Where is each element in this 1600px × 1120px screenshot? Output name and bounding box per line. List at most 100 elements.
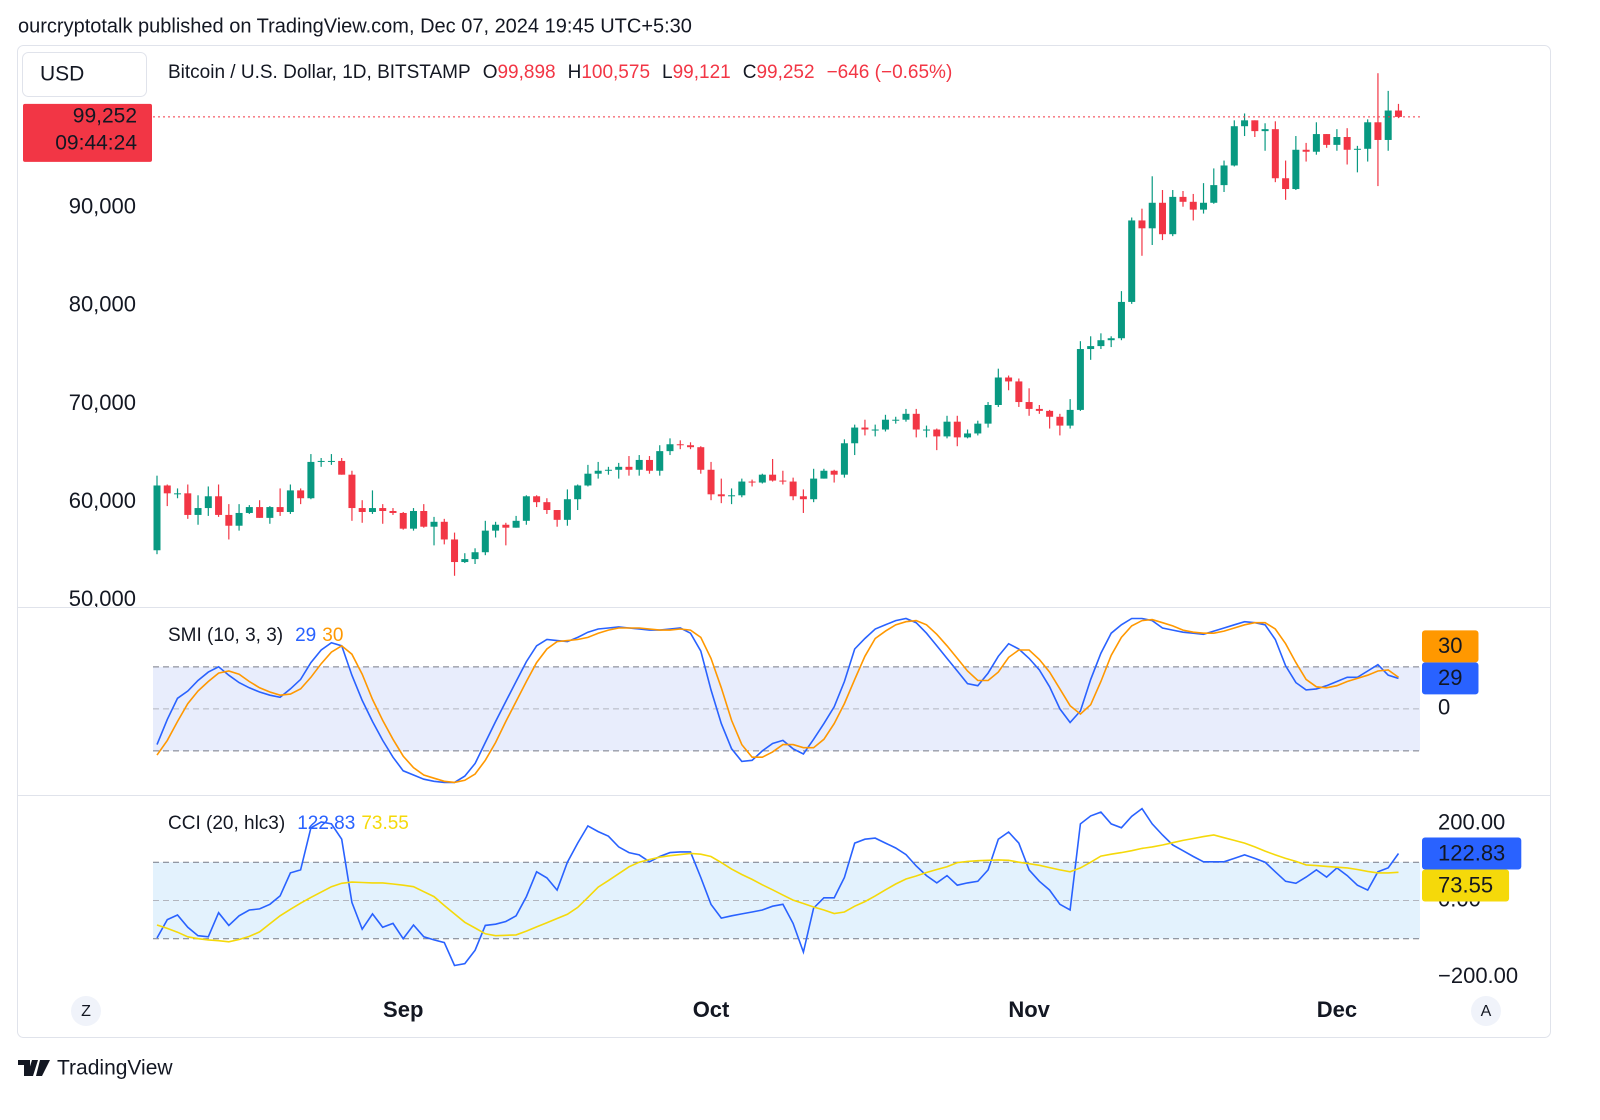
candle-body	[1035, 408, 1043, 411]
candle-body	[1097, 340, 1105, 347]
candle-body	[245, 507, 253, 513]
candle-body	[964, 433, 972, 438]
candle-body	[912, 413, 920, 430]
candle-body	[769, 474, 777, 481]
legend-title: Bitcoin / U.S. Dollar, 1D, BITSTAMP	[168, 62, 471, 83]
candle-body	[368, 508, 376, 512]
candle-body	[881, 419, 889, 430]
candle-body	[184, 493, 192, 515]
candle-body	[1138, 220, 1146, 229]
auto-button[interactable]	[1471, 996, 1501, 1026]
brand-name: TradingView	[57, 1057, 173, 1080]
candle-body	[810, 478, 818, 500]
price-tag	[23, 103, 152, 162]
x-tick-label: Dec	[1317, 997, 1357, 1022]
candle-body	[1066, 409, 1074, 426]
candle-body	[481, 530, 489, 553]
candle-body	[840, 443, 848, 475]
indicator-legend: SMI (10, 3, 3) 29 30	[168, 625, 343, 646]
candle-body	[1394, 110, 1402, 117]
candle-body	[953, 421, 961, 438]
candle-body	[461, 559, 469, 563]
candle-body	[430, 521, 438, 527]
chart-frame	[17, 45, 1551, 1038]
value-tag-label: 122.83	[1438, 840, 1505, 865]
value-tag-label: 73.55	[1438, 872, 1493, 897]
y-tick-label: −200.00	[1438, 963, 1518, 988]
candle-body	[297, 490, 305, 499]
legend-value: 99,252	[756, 62, 814, 83]
candle-body	[615, 466, 623, 470]
candle-body	[574, 485, 582, 500]
candle-body	[389, 511, 397, 513]
currency-label[interactable]: USD	[40, 63, 84, 86]
candle-body	[994, 377, 1002, 405]
scale-button[interactable]	[71, 996, 101, 1026]
candle-body	[943, 421, 951, 437]
auto-button-label[interactable]: A	[1481, 1003, 1492, 1020]
indicator-line	[156, 807, 1400, 967]
candle-body	[871, 429, 879, 431]
x-tick-label: Oct	[693, 997, 730, 1022]
candle-body	[861, 427, 869, 430]
candle-body	[163, 485, 171, 494]
legend-value: 99,121	[673, 62, 731, 83]
x-tick-label: Nov	[1008, 997, 1050, 1022]
candle-body	[758, 474, 766, 483]
candle-body	[215, 496, 223, 515]
candle-body	[625, 466, 633, 470]
price-pane: 50,000 60,000 70,000 80,000 90,000	[69, 73, 1420, 611]
currency-button[interactable]	[22, 52, 147, 97]
candle-body	[399, 512, 407, 529]
candle-body	[1189, 201, 1197, 210]
indicator-value: 29	[295, 625, 316, 646]
candle-body	[563, 499, 571, 520]
candle-body	[1087, 346, 1095, 350]
candle-body	[1241, 120, 1249, 127]
candle-body	[594, 470, 602, 474]
scale-button-label[interactable]: Z	[81, 1003, 91, 1020]
legend-value: 100,575	[581, 62, 650, 83]
candle-body	[451, 539, 459, 563]
candle-body	[256, 507, 264, 518]
candle-body	[307, 461, 315, 499]
legend-prefix: H	[568, 62, 582, 83]
candle-body	[923, 429, 930, 431]
candle-body	[471, 552, 479, 560]
value-tag	[1422, 837, 1522, 870]
candle-body	[543, 502, 551, 511]
candle-body	[204, 496, 212, 509]
candle-body	[1353, 148, 1361, 150]
candle-body	[1158, 202, 1166, 235]
candle-body	[1333, 137, 1341, 145]
overlay: Sep Oct Nov Dec 99,252 09:44:24 Bitcoin / U.S.…	[23, 62, 1522, 1022]
candle-body	[789, 481, 797, 497]
candle-body	[851, 427, 859, 444]
candle-body	[1117, 301, 1125, 339]
candle-body	[358, 508, 366, 512]
indicator-value: 73.55	[361, 813, 409, 834]
candle-body	[820, 470, 828, 479]
candle-body	[697, 447, 705, 470]
candle-body	[276, 507, 284, 512]
candle-body	[492, 524, 500, 531]
candle-body	[892, 419, 900, 421]
candle-body	[656, 451, 664, 471]
candle-body	[327, 460, 335, 462]
candle-body	[1230, 126, 1238, 166]
candle-body	[266, 507, 274, 518]
y-tick-label: 70,000	[69, 390, 136, 415]
y-tick-label: 50,000	[69, 586, 136, 611]
candle-body	[799, 496, 807, 500]
candle-body	[1251, 120, 1259, 132]
value-tag	[1422, 662, 1479, 695]
indicator-title: SMI (10, 3, 3)	[168, 625, 283, 646]
candle-body	[286, 490, 294, 512]
y-tick-label: 80,000	[69, 292, 136, 317]
candle-body	[235, 512, 243, 526]
candle-body	[379, 508, 387, 511]
candle-body	[717, 494, 725, 497]
candle-body	[1128, 220, 1136, 302]
price-tag-value: 99,252	[73, 104, 137, 127]
smi-pane: 0	[153, 617, 1450, 784]
